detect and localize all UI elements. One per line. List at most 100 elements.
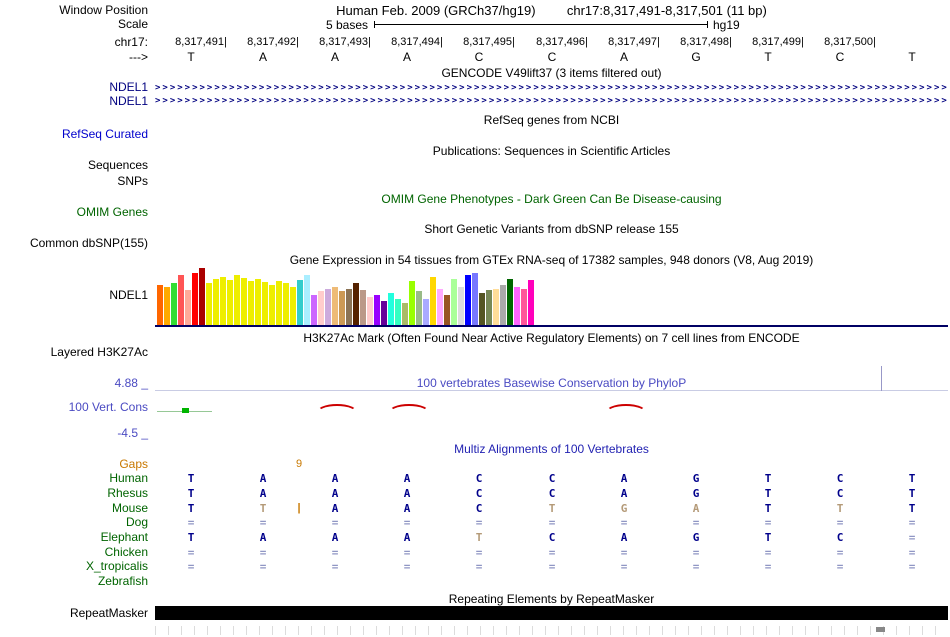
alignment-base: A <box>403 502 411 515</box>
gtex-bar <box>304 275 310 325</box>
track-label-gtex-gene[interactable]: NDEL1 <box>109 288 148 302</box>
track-label-repeatmasker[interactable]: RepeatMasker <box>69 606 148 620</box>
alignment-base: T <box>908 502 916 515</box>
ruler-coordinate: 8,317,495| <box>463 36 515 48</box>
repeatmasker-item-bar[interactable] <box>155 606 948 620</box>
gtex-bar <box>164 287 170 325</box>
gtex-bar <box>507 279 513 325</box>
h3k27ac-track-title: H3K27Ac Mark (Often Found Near Active Re… <box>303 331 800 345</box>
gtex-bar <box>479 293 485 325</box>
track-label-snps[interactable]: SNPs <box>117 174 148 188</box>
alignment-base: T <box>187 487 195 500</box>
gene-ndel1-exon-row-1[interactable]: >>>>>>>>>>>>>>>>>>>>>>>>>>>>>>>>>>>>>>>>… <box>155 83 948 93</box>
alignment-base: C <box>836 472 844 485</box>
gtex-bar <box>220 277 226 325</box>
species-label-dog[interactable]: Dog <box>125 515 148 529</box>
alignment-gap-mark: = <box>692 560 700 573</box>
track-label-sequences[interactable]: Sequences <box>87 158 148 172</box>
gtex-bar <box>500 285 506 325</box>
alignment-base: T <box>548 502 556 515</box>
alignment-gap-mark: = <box>331 516 339 529</box>
species-label-rhesus[interactable]: Rhesus <box>107 486 148 500</box>
ruler-base: G <box>691 50 701 64</box>
alignment-gap-mark: = <box>764 560 772 573</box>
phylop-track-title: 100 vertebrates Basewise Conservation by… <box>416 376 687 390</box>
bottom-marker <box>876 627 885 632</box>
gtex-bar <box>437 289 443 325</box>
gtex-bar <box>290 287 296 325</box>
alignment-gap-mark: = <box>259 560 267 573</box>
dbsnp-track-title: Short Genetic Variants from dbSNP releas… <box>424 222 679 236</box>
alignment-base: A <box>620 472 628 485</box>
gtex-bar <box>409 281 415 325</box>
alignment-base: A <box>331 502 339 515</box>
alignment-gap-mark: = <box>475 546 483 559</box>
scale-bar-tick-left <box>374 21 375 28</box>
gtex-track-baseline <box>155 325 948 327</box>
track-label-refseq-curated[interactable]: RefSeq Curated <box>61 127 148 141</box>
gene-label-ndel1-1[interactable]: NDEL1 <box>109 80 148 94</box>
scale-bar-label: 5 bases <box>325 18 368 32</box>
track-label-h3k27ac[interactable]: Layered H3K27Ac <box>50 345 148 359</box>
track-label-100-vert-cons[interactable]: 100 Vert. Cons <box>68 400 148 414</box>
track-label-omim-genes[interactable]: OMIM Genes <box>76 205 148 219</box>
alignment-base: A <box>331 487 339 500</box>
gtex-bar <box>171 283 177 325</box>
alignment-gap-mark: = <box>620 516 628 529</box>
gtex-bar <box>360 290 366 325</box>
gtex-bar <box>339 291 345 325</box>
alignment-gap-mark: = <box>836 560 844 573</box>
track-label-common-dbsnp[interactable]: Common dbSNP(155) <box>29 236 148 250</box>
alignment-gap-mark: = <box>908 560 916 573</box>
ruler-base: A <box>258 50 267 64</box>
ruler-coordinate: 8,317,497| <box>608 36 660 48</box>
ruler-coordinate: 8,317,499| <box>752 36 804 48</box>
alignment-base: T <box>908 472 916 485</box>
gene-ndel1-exon-row-2[interactable]: >>>>>>>>>>>>>>>>>>>>>>>>>>>>>>>>>>>>>>>>… <box>155 96 948 106</box>
species-label-elephant[interactable]: Elephant <box>100 530 148 544</box>
alignment-gap-mark: = <box>548 560 556 573</box>
multiz-track-title: Multiz Alignments of 100 Vertebrates <box>454 442 649 456</box>
gtex-bar <box>276 281 282 325</box>
species-label-zebrafish[interactable]: Zebrafish <box>97 574 148 588</box>
alignment-gap-mark: = <box>475 560 483 573</box>
phylop-negative-arc <box>388 404 430 422</box>
ruler-base: T <box>908 50 916 64</box>
ruler-base: C <box>835 50 845 64</box>
alignment-base: A <box>331 472 339 485</box>
ruler-coordinate: 8,317,496| <box>536 36 588 48</box>
alignment-base: A <box>259 487 267 500</box>
gtex-bar <box>269 285 275 325</box>
alignment-base: C <box>836 487 844 500</box>
ruler-base: A <box>619 50 628 64</box>
alignment-gap-mark: = <box>403 560 411 573</box>
gtex-bar <box>332 287 338 325</box>
phylop-min-value: -4.5 _ <box>117 426 148 440</box>
gaps-label: Gaps <box>119 457 148 471</box>
alignment-insertion-mark: | <box>297 502 301 514</box>
alignment-base: C <box>548 531 556 544</box>
species-label-human[interactable]: Human <box>109 471 148 485</box>
strand-direction-label: ---> <box>129 50 148 64</box>
ruler-coordinate: 8,317,491| <box>175 36 227 48</box>
alignment-base: A <box>403 472 411 485</box>
species-label-chicken[interactable]: Chicken <box>104 545 148 559</box>
alignment-base: A <box>403 531 411 544</box>
gtex-bar <box>486 290 492 325</box>
gap-size-value: 9 <box>295 458 303 470</box>
species-label-mouse[interactable]: Mouse <box>111 501 148 515</box>
alignment-gap-mark: = <box>475 516 483 529</box>
species-label-x-tropicalis[interactable]: X_tropicalis <box>85 559 148 573</box>
alignment-gap-mark: = <box>764 516 772 529</box>
gtex-bar <box>381 301 387 325</box>
gtex-bar <box>297 280 303 325</box>
gene-label-ndel1-2[interactable]: NDEL1 <box>109 94 148 108</box>
ruler-base: T <box>764 50 772 64</box>
gtex-bar <box>262 282 268 325</box>
gtex-bar <box>416 291 422 325</box>
alignment-gap-mark: = <box>620 546 628 559</box>
ruler-base: A <box>402 50 411 64</box>
phylop-negative-arc <box>316 404 358 422</box>
gtex-bar <box>493 289 499 325</box>
